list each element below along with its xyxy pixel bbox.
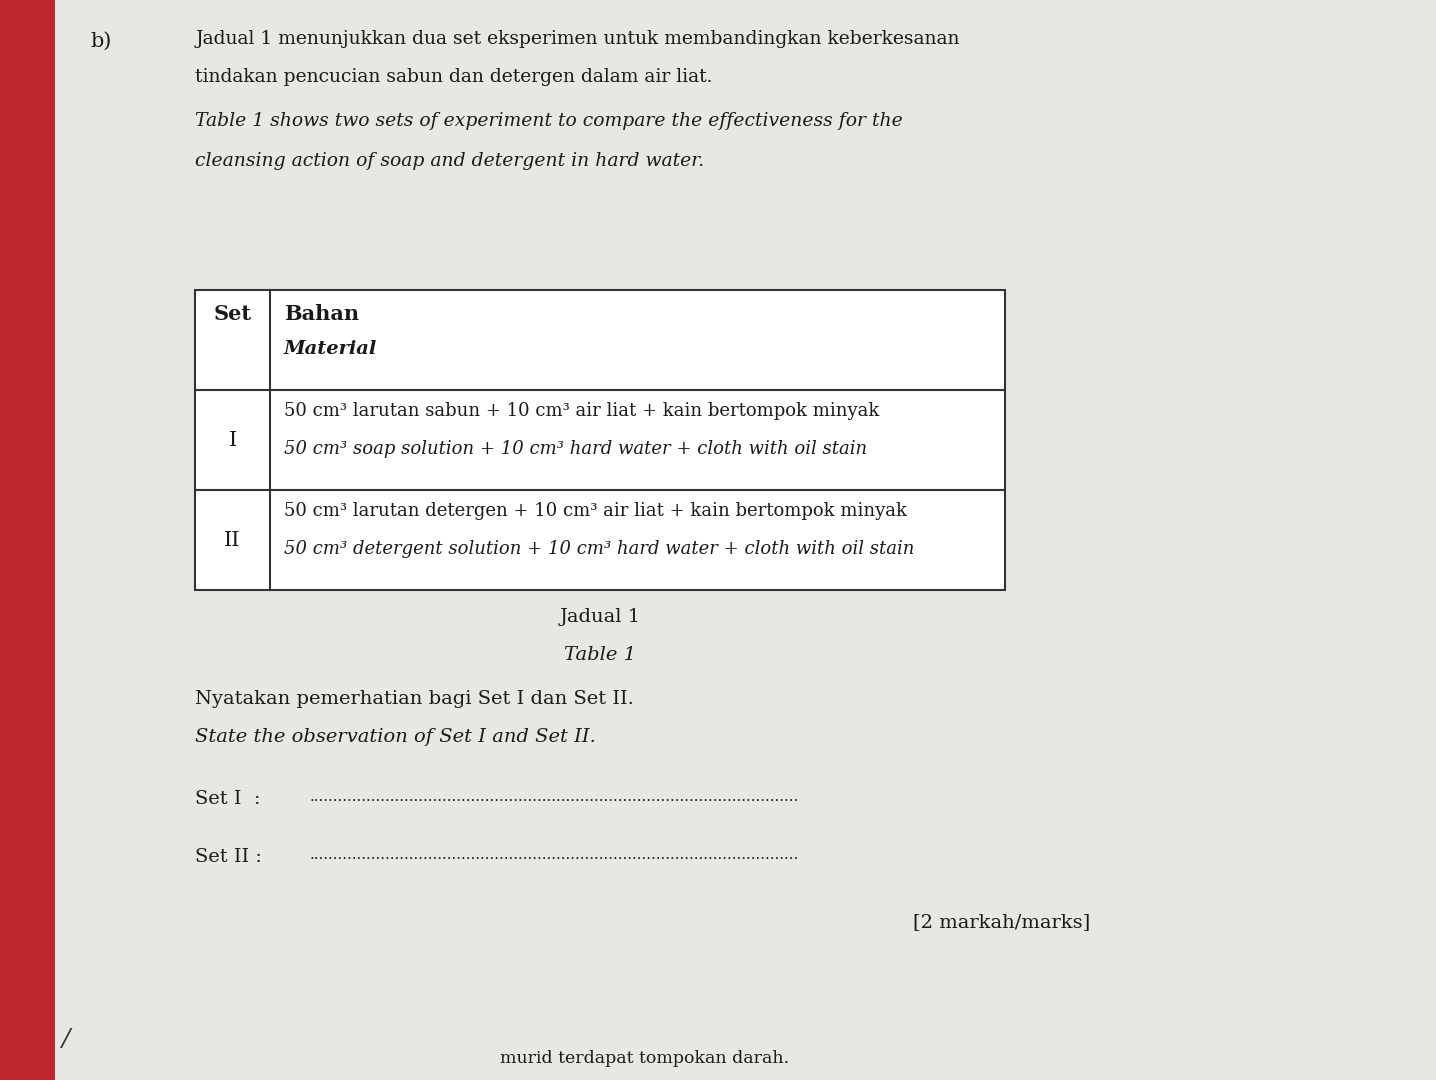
Text: I: I (228, 431, 237, 449)
Text: [2 markah/marks]: [2 markah/marks] (913, 913, 1090, 931)
Text: Jadual 1: Jadual 1 (560, 608, 640, 626)
Text: Bahan: Bahan (284, 303, 359, 324)
FancyBboxPatch shape (55, 0, 1436, 1080)
Text: b): b) (90, 32, 112, 51)
Text: cleansing action of soap and detergent in hard water.: cleansing action of soap and detergent i… (195, 152, 704, 170)
FancyBboxPatch shape (195, 291, 1005, 590)
Text: murid terdapat tompokan darah.: murid terdapat tompokan darah. (500, 1050, 790, 1067)
Text: Nyatakan pemerhatian bagi Set I dan Set II.: Nyatakan pemerhatian bagi Set I dan Set … (195, 690, 633, 708)
FancyBboxPatch shape (0, 0, 55, 1080)
Text: ................................................................................: ........................................… (310, 789, 800, 804)
Text: Table 1 shows two sets of experiment to compare the effectiveness for the: Table 1 shows two sets of experiment to … (195, 112, 903, 130)
Text: II: II (224, 530, 241, 550)
Text: 50 cm³ detergent solution + 10 cm³ hard water + cloth with oil stain: 50 cm³ detergent solution + 10 cm³ hard … (284, 540, 915, 558)
Text: Set I  :: Set I : (195, 789, 260, 808)
Text: Table 1: Table 1 (564, 646, 636, 664)
Text: Material: Material (284, 340, 378, 357)
Text: ................................................................................: ........................................… (310, 848, 800, 862)
Text: Set: Set (214, 303, 251, 324)
Text: 50 cm³ larutan detergen + 10 cm³ air liat + kain bertompok minyak: 50 cm³ larutan detergen + 10 cm³ air lia… (284, 502, 908, 519)
Text: /: / (62, 1028, 70, 1051)
Text: State the observation of Set I and Set II.: State the observation of Set I and Set I… (195, 728, 596, 746)
Text: Jadual 1 menunjukkan dua set eksperimen untuk membandingkan keberkesanan: Jadual 1 menunjukkan dua set eksperimen … (195, 30, 959, 48)
Text: 50 cm³ soap solution + 10 cm³ hard water + cloth with oil stain: 50 cm³ soap solution + 10 cm³ hard water… (284, 440, 867, 458)
Text: Set II :: Set II : (195, 848, 261, 866)
Text: tindakan pencucian sabun dan detergen dalam air liat.: tindakan pencucian sabun dan detergen da… (195, 68, 712, 86)
Text: 50 cm³ larutan sabun + 10 cm³ air liat + kain bertompok minyak: 50 cm³ larutan sabun + 10 cm³ air liat +… (284, 402, 879, 420)
